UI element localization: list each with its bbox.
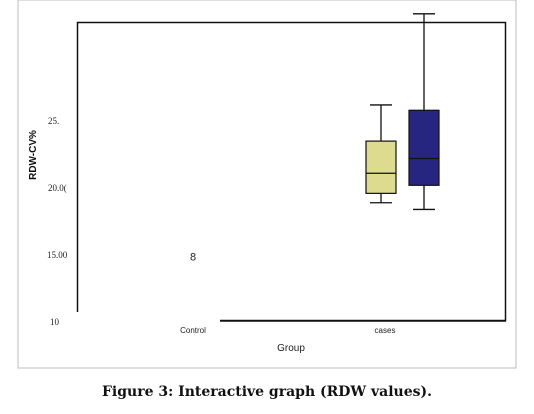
box-1 (365, 104, 397, 204)
x-axis-title: Group (277, 343, 305, 354)
figure-caption: Figure 3: Interactive graph (RDW values)… (101, 384, 432, 400)
y-tick-label: 20.0( (48, 183, 67, 193)
box-2 (408, 13, 440, 211)
outer-frame (17, 0, 517, 369)
y-axis-title: RDW-CV% (28, 130, 39, 180)
x-category-labels: Control cases (180, 326, 395, 335)
x-category-label: Control (180, 326, 206, 335)
x-category-label: cases (375, 326, 396, 335)
y-tick-label: 10 (50, 317, 60, 327)
iqr-box (365, 140, 397, 194)
iqr-box (408, 109, 440, 186)
plot-frame (76, 21, 507, 322)
annotations: 8 (190, 251, 196, 263)
frame-gap (60, 312, 220, 324)
y-tick-label: 25. (48, 116, 59, 126)
boxes (365, 13, 440, 211)
y-tick-label: 15.00 (47, 250, 68, 260)
y-tick-labels: 10 15.00 20.0( 25. (47, 116, 68, 327)
outlier-label: 8 (190, 251, 196, 263)
